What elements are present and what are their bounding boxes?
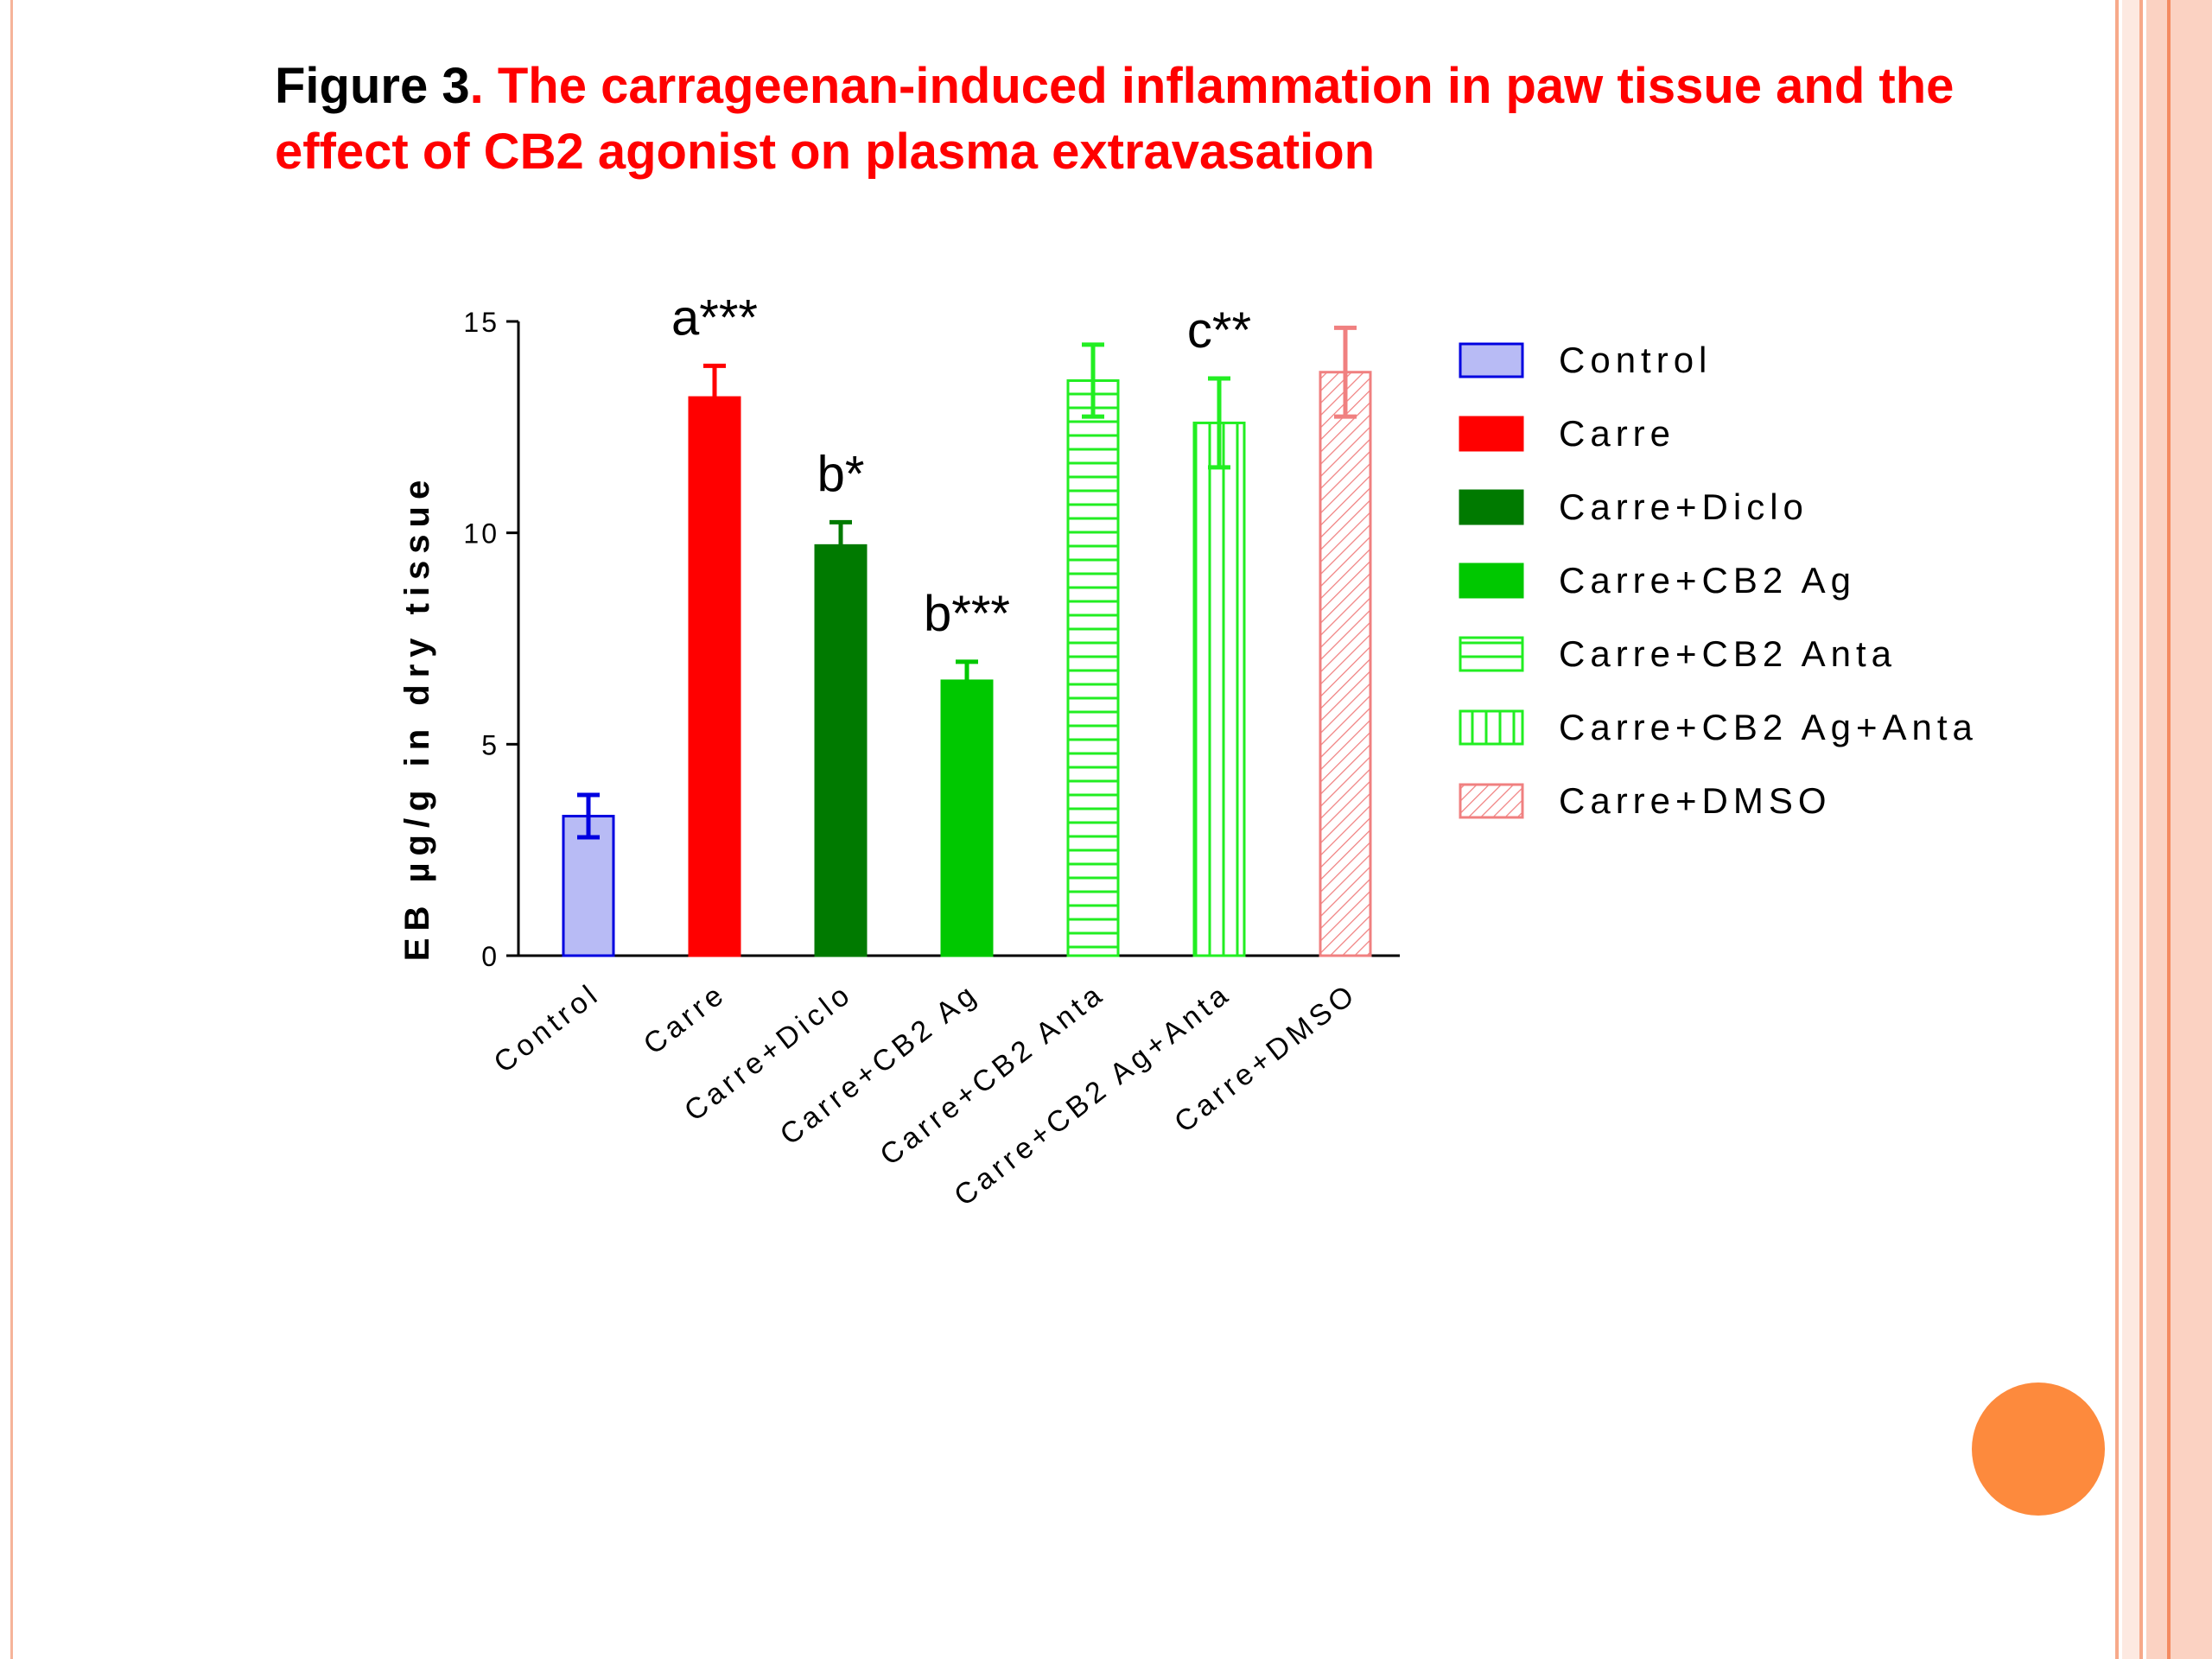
slide-border-right xyxy=(2115,0,2119,1659)
bar xyxy=(814,543,868,957)
significance-label: a*** xyxy=(671,289,758,346)
y-tick-label: 0 xyxy=(481,941,499,972)
legend-swatch xyxy=(1459,416,1524,452)
legend-label: Carre+Diclo xyxy=(1559,486,1808,527)
significance-label: b* xyxy=(817,446,865,502)
legend-swatch xyxy=(1459,342,1524,378)
slide-border-left xyxy=(10,0,13,1659)
y-axis-label: EB µg/g in dry tissue xyxy=(398,474,436,961)
figure-title-text: . The carrageenan-induced inflammation i… xyxy=(275,58,1955,180)
significance-label: c** xyxy=(1187,302,1251,359)
legend-swatch xyxy=(1459,783,1524,819)
y-tick-label: 10 xyxy=(463,518,499,550)
legend-label: Carre+CB2 Anta xyxy=(1559,633,1897,674)
legend-label: Control xyxy=(1559,340,1712,380)
bar xyxy=(1319,371,1372,957)
accent-circle xyxy=(1972,1382,2105,1516)
legend-label: Carre+DMSO xyxy=(1559,780,1832,821)
bar xyxy=(1066,379,1120,957)
bar xyxy=(940,679,994,957)
figure-title-lead: Figure 3 xyxy=(275,58,470,114)
x-tick-label: Carre xyxy=(638,976,733,1061)
legend-swatch xyxy=(1459,563,1524,599)
legend-swatch xyxy=(1459,636,1524,672)
slide-border-right-inner xyxy=(2139,0,2143,1659)
legend-swatch xyxy=(1459,489,1524,525)
significance-label: b*** xyxy=(924,586,1010,642)
bar xyxy=(688,396,741,957)
bar xyxy=(1192,421,1246,957)
figure-title: Figure 3. The carrageenan-induced inflam… xyxy=(275,54,2003,185)
slide-border-right-outer xyxy=(2146,0,2212,1659)
plot-area: 0 5 10 15 Control a*** Carre b* Carre+Diclo b*** C… xyxy=(463,289,1978,1212)
legend-label: Carre xyxy=(1559,413,1675,454)
y-tick-label: 15 xyxy=(463,307,499,338)
x-tick-label: Control xyxy=(488,976,607,1079)
y-tick-label: 5 xyxy=(481,729,499,760)
slide-border-right-line xyxy=(2167,0,2171,1659)
legend-label: Carre+CB2 Ag+Anta xyxy=(1559,707,1978,747)
slide-border-right-band xyxy=(2122,0,2139,1659)
legend-swatch xyxy=(1459,709,1524,746)
x-tick-label: Carre+CB2 Anta xyxy=(874,976,1111,1172)
legend-label: Carre+CB2 Ag xyxy=(1559,560,1856,601)
